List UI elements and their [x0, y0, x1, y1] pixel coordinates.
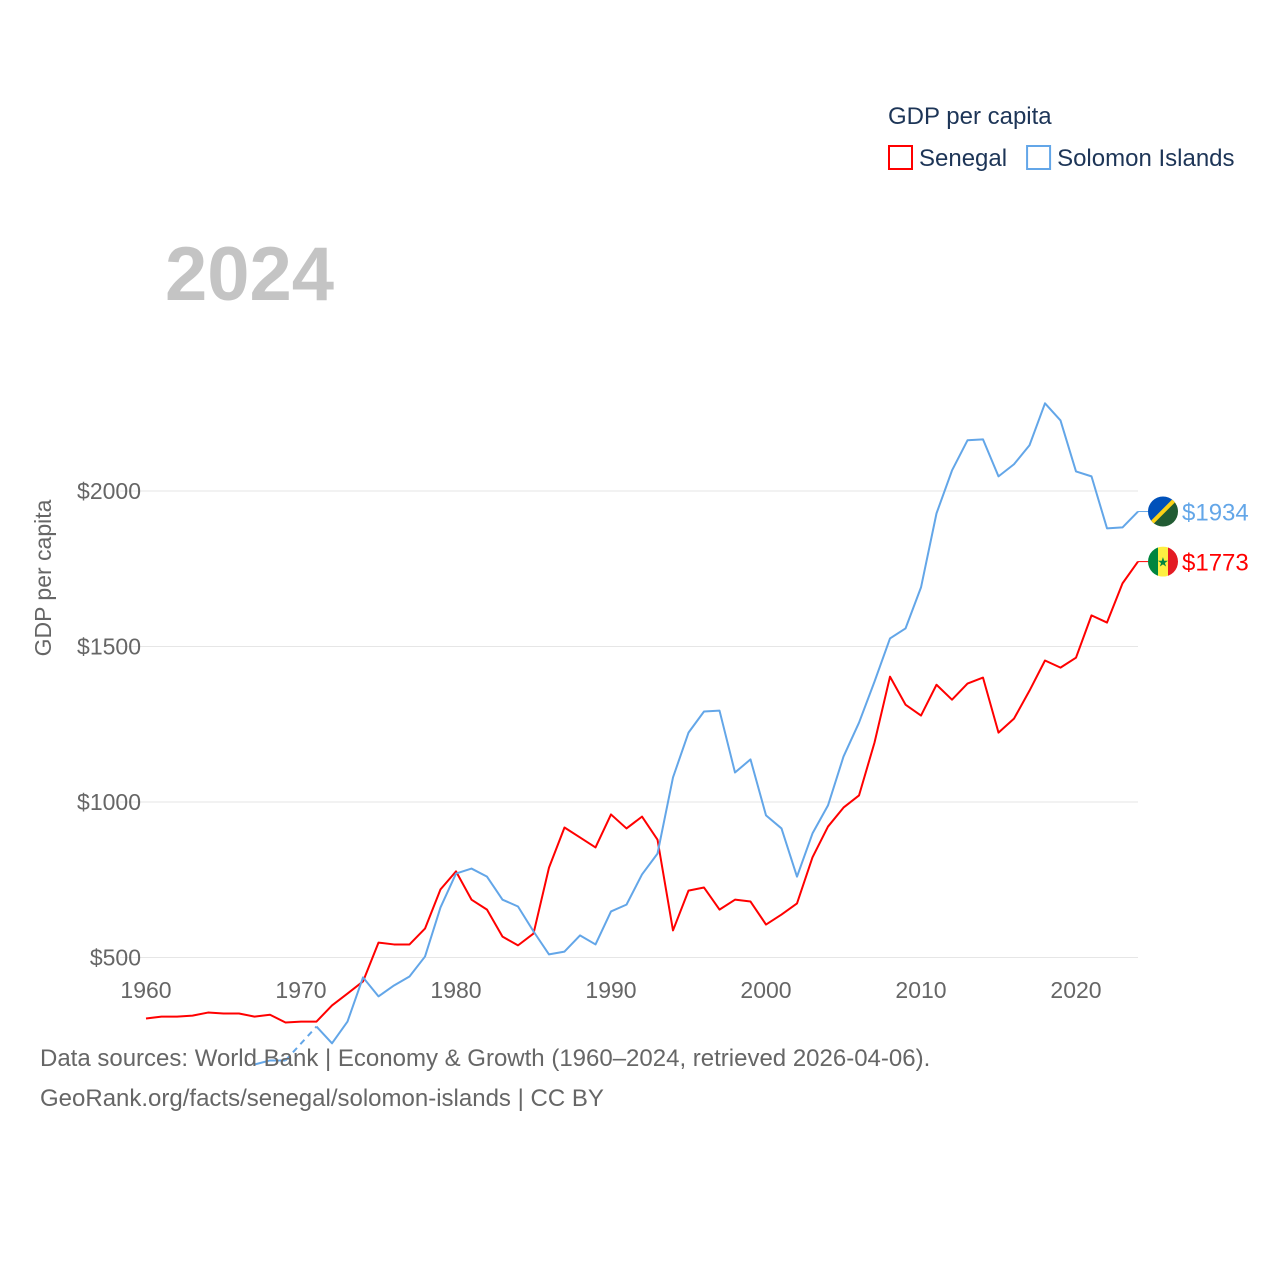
legend-swatch	[888, 145, 913, 170]
y-tick-label: $500	[90, 945, 141, 971]
series-line-solomon-islands	[254, 1059, 286, 1066]
legend-item: Solomon Islands	[1057, 145, 1234, 172]
solomon-islands-flag-icon	[1148, 496, 1178, 527]
svg-text:★: ★	[1157, 555, 1169, 570]
y-tick-label: $1500	[77, 634, 141, 660]
senegal-flag-icon: ★	[1148, 546, 1178, 577]
end-value-label: $1773	[1182, 550, 1249, 577]
legend-title: GDP per capita	[888, 103, 1052, 130]
x-tick-label: 2020	[1050, 977, 1101, 1003]
y-tick-label: $2000	[77, 478, 141, 504]
legend-item: Senegal	[919, 145, 1007, 172]
x-tick-label: 2000	[740, 977, 791, 1003]
x-tick-label: 1970	[275, 977, 326, 1003]
gap-dashed-line	[284, 1025, 318, 1062]
data-sources: Data sources: World Bank | Economy & Gro…	[40, 1045, 931, 1072]
y-axis-label: GDP per capita	[30, 499, 56, 656]
end-value-label: $1934	[1182, 500, 1249, 527]
year-watermark: 2024	[165, 232, 334, 317]
source-link[interactable]: GeoRank.org/facts/senegal/solomon-island…	[40, 1085, 604, 1112]
y-tick-label: $1000	[77, 789, 141, 815]
legend-swatch	[1026, 145, 1052, 170]
x-tick-label: 1990	[585, 977, 636, 1003]
x-tick-label: 2010	[895, 977, 946, 1003]
series-line-senegal	[145, 561, 1139, 1024]
x-tick-label: 1960	[120, 977, 171, 1003]
x-tick-label: 1980	[430, 977, 481, 1003]
series-line-solomon-islands	[315, 402, 1139, 1045]
